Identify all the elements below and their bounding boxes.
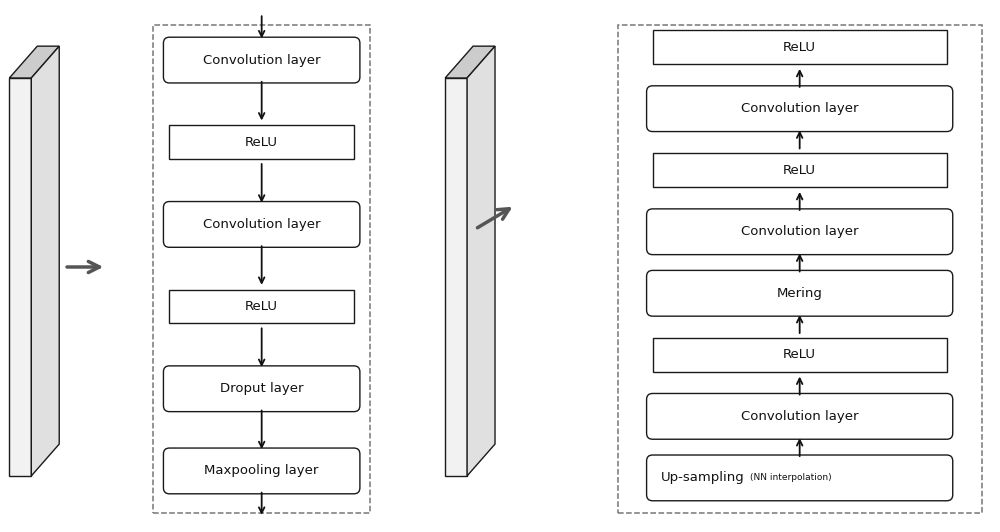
FancyBboxPatch shape [647, 270, 953, 316]
Polygon shape [445, 78, 467, 476]
Text: Mering: Mering [777, 287, 823, 300]
Text: Convolution layer: Convolution layer [741, 102, 858, 115]
Polygon shape [9, 78, 31, 476]
Bar [618, 25, 982, 513]
Polygon shape [9, 46, 59, 78]
Bar [169, 126, 354, 159]
FancyBboxPatch shape [163, 37, 360, 83]
FancyBboxPatch shape [163, 448, 360, 494]
Bar [169, 290, 354, 323]
Text: ReLU: ReLU [245, 300, 278, 313]
Text: ReLU: ReLU [783, 348, 816, 361]
Text: Maxpooling layer: Maxpooling layer [204, 464, 319, 477]
Text: Convolution layer: Convolution layer [203, 218, 320, 231]
Bar [653, 153, 947, 187]
Text: Up-sampling: Up-sampling [661, 471, 745, 485]
Polygon shape [467, 46, 495, 476]
Bar [653, 30, 947, 64]
Text: ReLU: ReLU [245, 136, 278, 149]
Text: Convolution layer: Convolution layer [741, 225, 858, 238]
Bar [153, 25, 370, 513]
FancyBboxPatch shape [647, 86, 953, 131]
Text: (NN interpolation): (NN interpolation) [750, 473, 831, 483]
FancyBboxPatch shape [163, 202, 360, 247]
Bar [653, 338, 947, 372]
FancyBboxPatch shape [647, 209, 953, 255]
Text: ReLU: ReLU [783, 40, 816, 54]
FancyBboxPatch shape [647, 394, 953, 439]
FancyBboxPatch shape [647, 455, 953, 501]
Text: Convolution layer: Convolution layer [203, 54, 320, 66]
FancyBboxPatch shape [163, 366, 360, 412]
Text: ReLU: ReLU [783, 164, 816, 177]
Text: Convolution layer: Convolution layer [741, 410, 858, 423]
Polygon shape [31, 46, 59, 476]
Polygon shape [445, 46, 495, 78]
Text: Droput layer: Droput layer [220, 383, 303, 395]
